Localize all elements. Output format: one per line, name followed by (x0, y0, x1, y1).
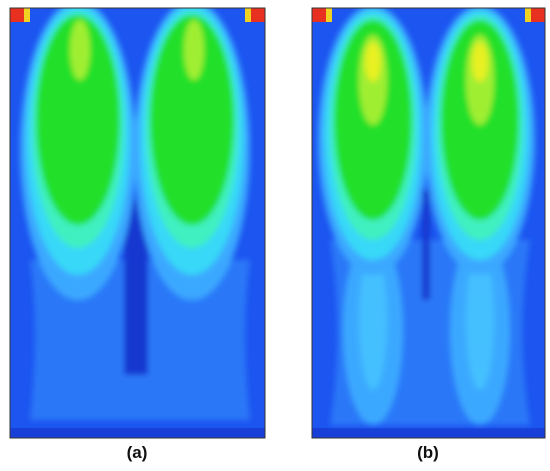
contour-panel-a (10, 8, 265, 438)
panel-frame (311, 7, 546, 439)
panel-frame (9, 7, 266, 439)
panel-label: (a) (127, 443, 148, 462)
contour-panel-b (312, 8, 545, 438)
panel-label: (b) (417, 443, 439, 462)
